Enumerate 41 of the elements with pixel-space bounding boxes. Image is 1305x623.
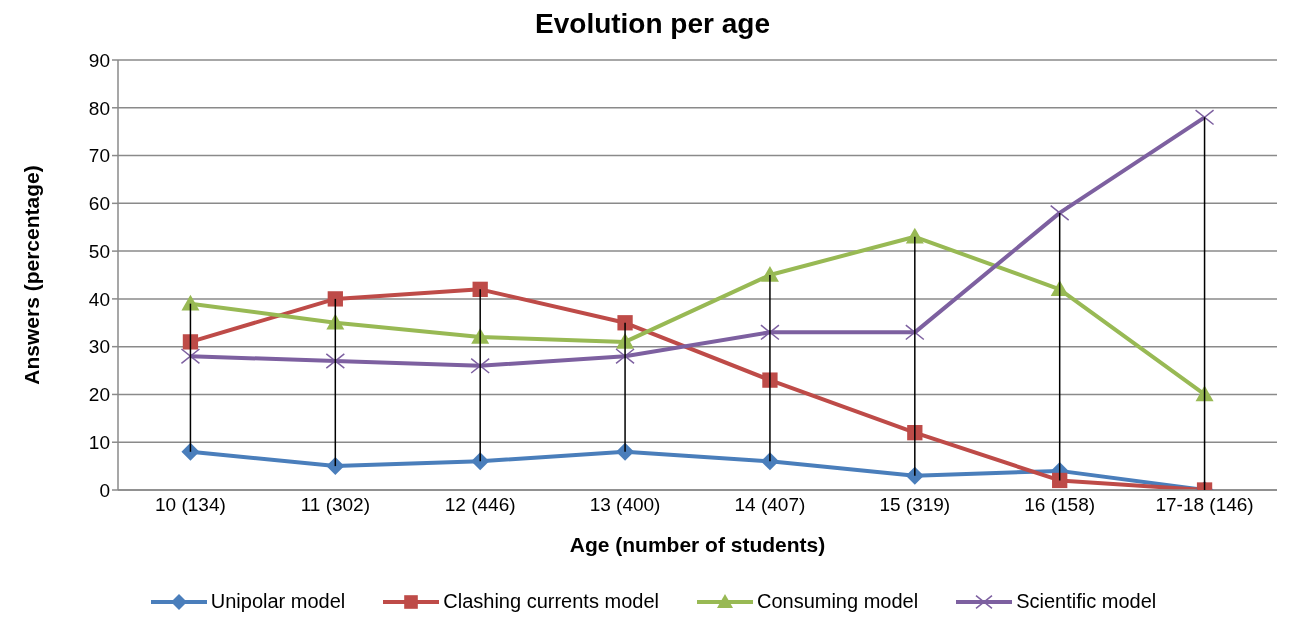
x-tick-label: 10 (134) bbox=[155, 494, 226, 516]
point bbox=[327, 291, 343, 307]
y-tick-label: 40 bbox=[88, 288, 110, 310]
x-tick-label: 15 (319) bbox=[879, 494, 951, 516]
point bbox=[615, 348, 635, 365]
y-tick-label: 20 bbox=[88, 384, 110, 406]
y-tick-label: 0 bbox=[99, 479, 110, 501]
point bbox=[1049, 204, 1070, 221]
point bbox=[182, 334, 199, 350]
point bbox=[325, 353, 346, 369]
point bbox=[1052, 472, 1068, 489]
y-tick-label: 70 bbox=[88, 145, 110, 167]
y-tick-label: 30 bbox=[88, 336, 110, 358]
legend-label: Consuming model bbox=[756, 590, 919, 613]
legend-label: Scientific model bbox=[1016, 590, 1157, 613]
x-tick-label: 12 (446) bbox=[444, 494, 516, 516]
point bbox=[181, 442, 200, 461]
point bbox=[617, 315, 633, 331]
x-tick-label: 16 (158) bbox=[1024, 494, 1096, 516]
point bbox=[905, 324, 925, 341]
point bbox=[326, 457, 345, 476]
chart-title: Evolution per age bbox=[534, 8, 771, 41]
legend-label: Clashing currents model bbox=[443, 590, 659, 613]
x-tick-label: 13 (400) bbox=[589, 494, 661, 516]
y-axis-title: Answers (percentage) bbox=[20, 165, 44, 385]
point bbox=[905, 227, 924, 244]
point bbox=[470, 357, 490, 374]
y-tick-label: 90 bbox=[88, 49, 110, 71]
point bbox=[180, 348, 201, 365]
point bbox=[760, 324, 780, 341]
y-tick-label: 10 bbox=[88, 431, 110, 453]
y-tick-label: 60 bbox=[88, 193, 110, 215]
y-tick-label: 80 bbox=[88, 97, 110, 119]
x-axis-title: Age (number of students) bbox=[569, 533, 826, 556]
y-tick-label: 50 bbox=[88, 240, 110, 262]
point bbox=[1194, 109, 1215, 126]
point bbox=[760, 266, 779, 282]
x-tick-label: 11 (302) bbox=[300, 494, 370, 516]
legend-label: Unipolar model bbox=[210, 590, 346, 613]
x-tick-label: 14 (407) bbox=[734, 494, 806, 516]
x-tick-label: 17-18 (146) bbox=[1155, 494, 1254, 516]
